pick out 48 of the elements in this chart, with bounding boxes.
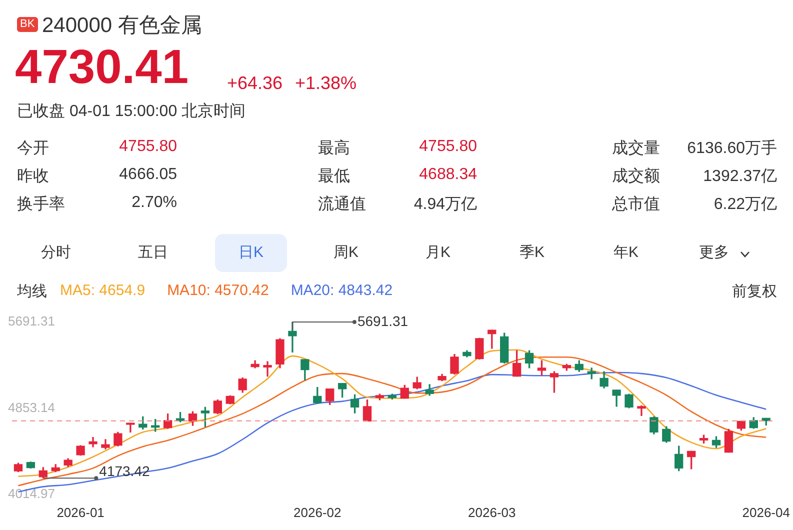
annotation: 4173.42 — [99, 462, 150, 479]
text: 6136.60万手 — [687, 138, 777, 159]
x-tick-label: 2026-04 — [742, 504, 790, 520]
candlestick — [637, 405, 646, 416]
text: 已收盘 04-01 15:00:00 北京时间 — [17, 102, 246, 122]
text: 日K — [215, 234, 287, 272]
text: 6.22万亿 — [714, 195, 777, 215]
text: 月K — [424, 243, 452, 263]
text: 最低 — [318, 167, 350, 187]
candlestick — [263, 361, 272, 377]
text: 均线 — [17, 282, 47, 301]
y-tick-label: 5691.31 — [8, 314, 55, 329]
text: 4755.80 — [119, 138, 177, 156]
text: 最高 — [318, 138, 350, 159]
text: 4688.34 — [419, 166, 477, 184]
text: 换手率 — [17, 194, 65, 215]
text: +1.38% — [295, 73, 357, 94]
text: 成交量 — [612, 138, 660, 159]
text: 成交额 — [612, 166, 660, 187]
text: BK — [17, 17, 38, 32]
x-tick-label: 2026-03 — [468, 504, 516, 520]
text: 4730.41 — [15, 40, 189, 95]
text: 总市值 — [612, 194, 660, 215]
text: 2.70% — [132, 194, 177, 212]
text: 季K — [518, 243, 546, 263]
text: MA10: 4570.42 — [167, 282, 269, 299]
text: 流通值 — [318, 194, 366, 215]
y-tick-label: 4853.14 — [8, 400, 55, 415]
text: 分时 — [40, 243, 72, 263]
text: 昨收 — [17, 167, 49, 187]
text: MA5: 4654.9 — [60, 282, 146, 299]
x-tick-label: 2026-01 — [56, 504, 104, 520]
text: +64.36 — [227, 73, 283, 94]
text: 周K — [332, 243, 360, 263]
text: 前复权 — [732, 282, 777, 301]
text: 4.94万亿 — [414, 195, 477, 215]
x-tick-label: 2026-02 — [294, 504, 342, 520]
text: 五日 — [137, 243, 169, 263]
text: 1392.37亿 — [703, 167, 777, 187]
y-tick-label: 4014.97 — [8, 486, 55, 501]
text: 4666.05 — [119, 166, 177, 184]
text: 4755.80 — [419, 138, 477, 156]
text: 更多 — [698, 243, 730, 263]
text: 年K — [612, 243, 640, 263]
annotation: 5691.31 — [357, 312, 408, 329]
text: 240000 有色金属 — [42, 13, 202, 39]
text: MA20: 4843.42 — [290, 282, 393, 299]
text: 今开 — [17, 139, 49, 159]
